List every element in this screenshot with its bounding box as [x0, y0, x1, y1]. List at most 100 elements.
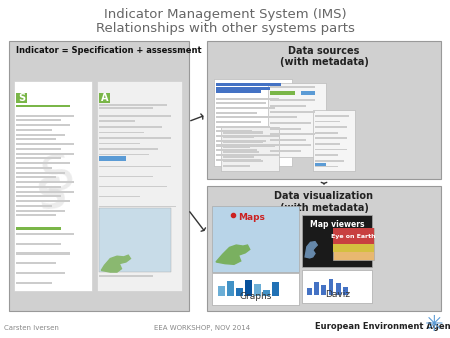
FancyBboxPatch shape: [223, 136, 254, 138]
FancyBboxPatch shape: [268, 83, 326, 157]
FancyBboxPatch shape: [223, 165, 250, 167]
FancyBboxPatch shape: [16, 143, 74, 145]
FancyBboxPatch shape: [216, 121, 261, 123]
FancyBboxPatch shape: [315, 132, 338, 134]
FancyBboxPatch shape: [315, 138, 346, 139]
Text: Daviz: Daviz: [325, 290, 350, 299]
Text: Map viewers: Map viewers: [310, 220, 364, 229]
Text: Data visualization
(with metadata): Data visualization (with metadata): [274, 191, 374, 213]
FancyBboxPatch shape: [302, 270, 372, 303]
FancyBboxPatch shape: [99, 196, 140, 197]
FancyBboxPatch shape: [270, 139, 306, 141]
FancyBboxPatch shape: [216, 90, 261, 93]
FancyBboxPatch shape: [16, 105, 70, 107]
FancyBboxPatch shape: [313, 110, 356, 171]
FancyBboxPatch shape: [270, 105, 306, 107]
Text: S: S: [18, 93, 25, 103]
FancyBboxPatch shape: [99, 107, 153, 109]
FancyBboxPatch shape: [99, 236, 144, 237]
FancyBboxPatch shape: [220, 127, 279, 171]
FancyBboxPatch shape: [16, 210, 65, 212]
FancyBboxPatch shape: [16, 93, 27, 103]
Text: Data sources
(with metadata): Data sources (with metadata): [279, 46, 369, 67]
FancyBboxPatch shape: [207, 41, 441, 179]
FancyBboxPatch shape: [245, 280, 252, 296]
FancyBboxPatch shape: [16, 162, 70, 164]
FancyBboxPatch shape: [254, 284, 261, 296]
Polygon shape: [101, 255, 130, 272]
FancyBboxPatch shape: [223, 141, 263, 143]
FancyBboxPatch shape: [223, 151, 259, 153]
FancyBboxPatch shape: [270, 144, 310, 146]
FancyBboxPatch shape: [99, 131, 144, 133]
Text: Eye on Earth: Eye on Earth: [331, 234, 376, 239]
FancyBboxPatch shape: [16, 157, 61, 159]
Text: S: S: [37, 148, 80, 203]
FancyBboxPatch shape: [16, 262, 56, 264]
FancyBboxPatch shape: [99, 225, 162, 227]
FancyBboxPatch shape: [333, 228, 374, 244]
FancyBboxPatch shape: [270, 86, 315, 88]
FancyBboxPatch shape: [328, 279, 333, 295]
FancyBboxPatch shape: [270, 150, 302, 152]
FancyBboxPatch shape: [321, 285, 326, 295]
FancyBboxPatch shape: [99, 93, 110, 103]
FancyBboxPatch shape: [99, 186, 166, 187]
FancyBboxPatch shape: [270, 122, 310, 124]
FancyBboxPatch shape: [99, 206, 176, 207]
FancyBboxPatch shape: [227, 281, 234, 296]
FancyBboxPatch shape: [16, 167, 52, 169]
FancyBboxPatch shape: [16, 129, 52, 131]
FancyBboxPatch shape: [236, 288, 243, 296]
FancyBboxPatch shape: [99, 137, 171, 139]
FancyBboxPatch shape: [216, 126, 270, 128]
FancyBboxPatch shape: [336, 283, 341, 295]
FancyBboxPatch shape: [16, 200, 70, 202]
FancyBboxPatch shape: [9, 41, 189, 311]
FancyBboxPatch shape: [99, 126, 162, 128]
Text: ✳: ✳: [425, 315, 444, 335]
FancyBboxPatch shape: [99, 208, 171, 272]
FancyBboxPatch shape: [315, 166, 338, 167]
FancyBboxPatch shape: [16, 152, 74, 154]
FancyBboxPatch shape: [272, 282, 279, 296]
FancyBboxPatch shape: [99, 115, 171, 117]
FancyBboxPatch shape: [16, 134, 65, 136]
FancyBboxPatch shape: [216, 83, 281, 86]
Polygon shape: [305, 242, 317, 258]
FancyBboxPatch shape: [216, 112, 256, 114]
FancyBboxPatch shape: [99, 166, 171, 167]
FancyBboxPatch shape: [16, 282, 52, 284]
FancyBboxPatch shape: [315, 126, 346, 128]
FancyBboxPatch shape: [16, 115, 74, 117]
FancyBboxPatch shape: [223, 146, 250, 148]
Text: Indicator = Specification + assessment: Indicator = Specification + assessment: [16, 46, 202, 55]
FancyBboxPatch shape: [99, 245, 171, 247]
FancyBboxPatch shape: [99, 120, 135, 122]
FancyBboxPatch shape: [302, 215, 372, 267]
FancyBboxPatch shape: [270, 99, 315, 101]
Text: Maps: Maps: [238, 213, 266, 222]
FancyBboxPatch shape: [302, 91, 315, 95]
FancyBboxPatch shape: [314, 282, 319, 295]
FancyBboxPatch shape: [216, 140, 266, 142]
FancyBboxPatch shape: [16, 181, 74, 183]
FancyBboxPatch shape: [99, 104, 166, 106]
FancyBboxPatch shape: [218, 286, 225, 296]
FancyBboxPatch shape: [212, 273, 299, 305]
FancyBboxPatch shape: [223, 131, 263, 134]
Text: Carsten Iversen: Carsten Iversen: [4, 325, 59, 331]
Text: Indicator Management System (IMS): Indicator Management System (IMS): [104, 8, 346, 21]
FancyBboxPatch shape: [214, 79, 292, 166]
FancyBboxPatch shape: [99, 176, 153, 177]
FancyBboxPatch shape: [16, 243, 61, 245]
FancyBboxPatch shape: [16, 138, 56, 140]
FancyBboxPatch shape: [343, 287, 348, 295]
FancyBboxPatch shape: [99, 265, 166, 267]
Text: EEA WORKSHOP, NOV 2014: EEA WORKSHOP, NOV 2014: [154, 325, 251, 331]
FancyBboxPatch shape: [216, 154, 279, 156]
Text: Graphs: Graphs: [239, 292, 271, 301]
FancyBboxPatch shape: [14, 81, 92, 291]
FancyBboxPatch shape: [212, 206, 299, 272]
FancyBboxPatch shape: [207, 186, 441, 311]
